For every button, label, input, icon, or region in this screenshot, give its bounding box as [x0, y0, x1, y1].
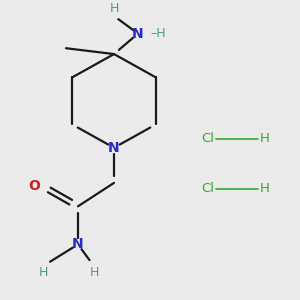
Text: H: H	[90, 266, 99, 279]
Text: H: H	[260, 182, 269, 195]
Text: Cl: Cl	[202, 182, 214, 195]
Text: H: H	[39, 266, 48, 279]
Text: –H: –H	[150, 27, 166, 40]
Text: H: H	[260, 133, 269, 146]
Text: Cl: Cl	[202, 133, 214, 146]
Text: N: N	[108, 141, 120, 155]
Text: N: N	[132, 27, 144, 40]
Text: H: H	[109, 2, 119, 14]
Text: N: N	[72, 237, 84, 251]
Text: O: O	[28, 179, 40, 193]
